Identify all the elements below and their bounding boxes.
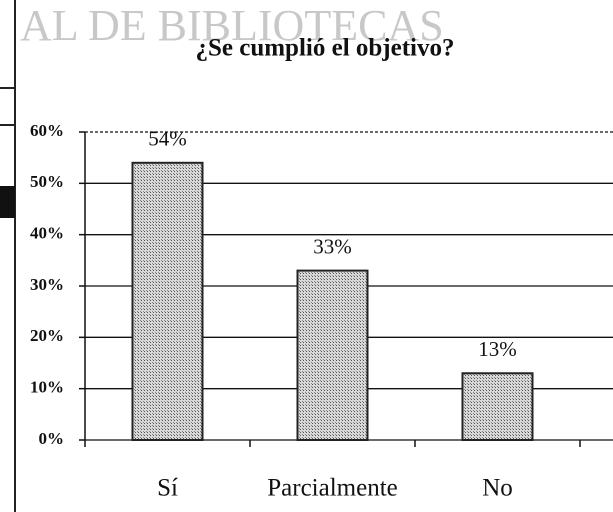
y-tick-label: 40%: [30, 224, 64, 243]
x-tick-label: Parcialmente: [267, 475, 398, 502]
x-tick-label: Sí: [157, 475, 178, 502]
x-tick-label: No: [482, 475, 513, 502]
bar: [131, 161, 204, 442]
y-tick-label: 10%: [30, 378, 64, 397]
value-label: 54%: [148, 127, 187, 151]
chart-title: ¿Se cumplió el objetivo?: [195, 35, 454, 62]
y-tick-label: 20%: [30, 326, 64, 345]
value-label: 33%: [313, 234, 352, 258]
y-tick-label: 60%: [30, 121, 64, 140]
y-tick-label: 50%: [30, 172, 64, 191]
watermark: AL DE BIBLIOTECAS: [20, 1, 444, 50]
bar: [296, 269, 369, 441]
value-label: 13%: [478, 337, 517, 361]
y-tick-label: 30%: [30, 275, 64, 294]
y-tick-label: 0%: [39, 429, 65, 448]
bar: [461, 372, 534, 441]
frame-block: [0, 186, 15, 218]
